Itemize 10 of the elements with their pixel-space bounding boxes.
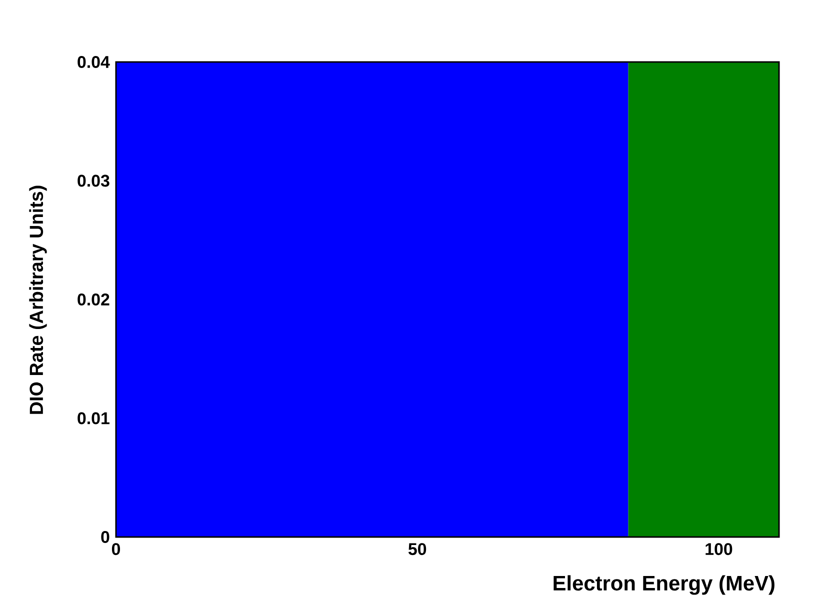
x-tick-label: 100 xyxy=(706,543,732,556)
y-tick-label: 0.04 xyxy=(78,56,110,68)
y-tick-label: 0 xyxy=(101,531,110,543)
x-tick-label: 0 xyxy=(112,543,120,556)
y-tick-label: 0.03 xyxy=(78,174,110,187)
x-tick-label: 50 xyxy=(408,543,426,556)
y-tick-label: 0.02 xyxy=(78,294,110,306)
x-axis-title: Electron Energy (MeV) xyxy=(554,575,774,595)
y-axis-title: DIO Rate (Arbitrary Units) xyxy=(29,186,47,414)
y-tick-label: 0.01 xyxy=(78,412,110,424)
